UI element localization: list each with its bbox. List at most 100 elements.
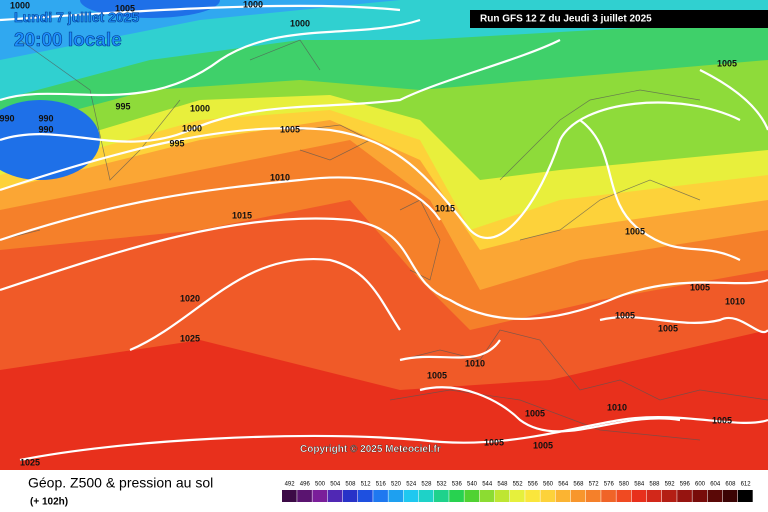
scale-swatch [662,490,677,502]
scale-label: 508 [345,482,356,488]
scale-swatch [722,490,738,502]
scale-swatch [327,490,343,502]
scale-label: 560 [543,482,554,488]
scale-swatch [540,490,556,502]
scale-label: 528 [421,482,432,488]
scale-swatch [525,490,540,502]
isobar-label: 990 [38,113,53,123]
scale-swatch [616,490,632,502]
isobar-label: 1025 [180,333,200,343]
isobar-label: 1010 [607,402,627,412]
isobar-label: 1005 [280,124,300,134]
scale-label: 524 [406,482,417,488]
copyright: Copyright © 2025 Meteociel.fr [300,444,441,455]
isobar-label: 1010 [465,358,485,368]
scale-swatch [510,490,525,502]
date: Lundi 7 juillet 2025 [14,9,139,25]
scale-swatch [388,490,404,502]
scale-swatch [297,490,312,502]
isobar-label: 1005 [717,58,737,68]
isobar-label: 1005 [533,440,553,450]
scale-label: 588 [649,482,660,488]
scale-swatch [282,490,297,502]
scale-swatch [494,490,510,502]
isobar-label: 995 [115,101,130,111]
scale-swatch [692,490,708,502]
scale-swatch [555,490,571,502]
isobar-label: 1000 [182,123,202,133]
scale-label: 540 [467,482,478,488]
isobar-label: 1025 [20,457,40,467]
scale-label: 580 [619,482,630,488]
scale-swatch [342,490,358,502]
isobar-label: 1005 [690,282,710,292]
color-scale: 492 496 500 504 508 512 516 520 524 528 532 536 540 5… [282,482,753,502]
run-info: Run GFS 12 Z du Jeudi 3 juillet 2025 [480,14,652,25]
scale-swatch [707,490,723,502]
scale-label: 608 [725,482,736,488]
scale-label: 592 [665,482,676,488]
scale-swatch [373,490,388,502]
isobar-label: 1005 [115,3,135,13]
isobar-label: 990 [0,113,15,123]
isobar-label: 990 [38,124,53,134]
legend-title: Géop. Z500 & pression au sol [28,475,213,491]
isobar-label: 1010 [725,296,745,306]
isobar-label: 1005 [658,323,678,333]
scale-label: 496 [300,482,311,488]
scale-label: 612 [741,482,752,488]
scale-swatch [312,490,328,502]
isobar-label: 1005 [525,408,545,418]
isobar-label: 1000 [290,18,310,28]
scale-label: 576 [604,482,615,488]
scale-swatch [479,490,495,502]
isobar-label: 1005 [484,437,504,447]
scale-swatch [434,490,449,502]
run-banner [470,10,768,28]
isobar-label: 1000 [243,0,263,9]
scale-label: 552 [513,482,524,488]
isobar-label: 1015 [435,203,455,213]
isobar-label: 1000 [10,0,30,10]
scale-swatch [677,490,692,502]
scale-swatch [570,490,586,502]
map-field [0,0,768,470]
scale-label: 584 [634,482,645,488]
scale-label: 568 [573,482,584,488]
scale-swatch [601,490,616,502]
legend-subtitle: (+ 102h) [30,497,68,508]
time: 20:00 locale [14,30,122,51]
isobar-label: 1005 [625,226,645,236]
scale-swatch [631,490,647,502]
isobar-label: 1005 [712,415,732,425]
isobar-label: 1020 [180,293,200,303]
scale-label: 500 [315,482,326,488]
scale-label: 492 [285,482,296,488]
scale-label: 512 [361,482,372,488]
scale-swatch [358,490,373,502]
scale-swatch [586,490,601,502]
scale-swatch [646,490,662,502]
scale-label: 536 [452,482,463,488]
scale-label: 532 [437,482,448,488]
scale-label: 564 [558,482,569,488]
scale-swatch [464,490,480,502]
scale-swatch [418,490,434,502]
scale-label: 572 [589,482,600,488]
isobar-label: 1000 [190,103,210,113]
scale-swatch [449,490,464,502]
scale-label: 596 [680,482,691,488]
scale-label: 548 [497,482,508,488]
scale-label: 604 [710,482,721,488]
scale-label: 504 [330,482,341,488]
isobar-label: 1015 [232,210,252,220]
isobar-label: 1005 [615,310,635,320]
scale-swatch [403,490,419,502]
scale-label: 516 [376,482,387,488]
scale-label: 556 [528,482,539,488]
scale-label: 600 [695,482,706,488]
scale-label: 544 [482,482,493,488]
